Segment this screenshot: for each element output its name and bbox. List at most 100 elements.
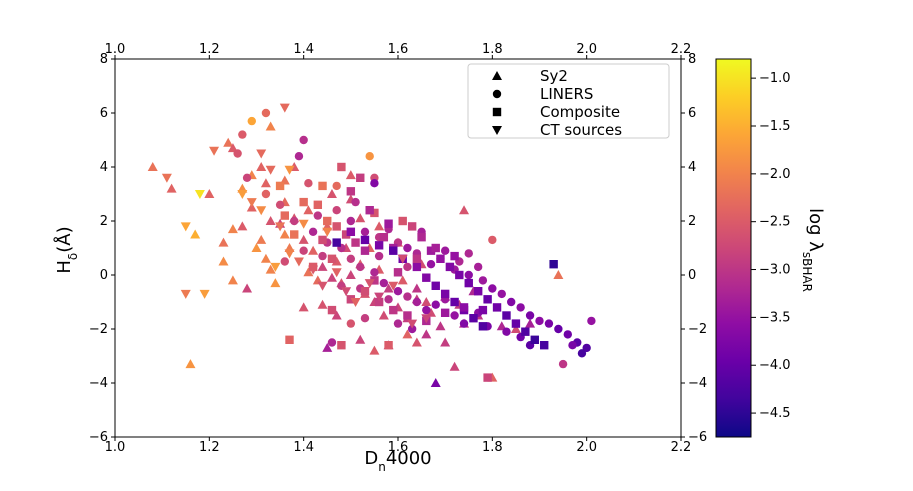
ct-sources-point [256, 149, 267, 159]
liners-point [280, 257, 289, 266]
liners-point [360, 227, 370, 236]
ct-sources-point [199, 289, 210, 299]
sy2-point [265, 216, 276, 225]
liners-point [535, 316, 544, 326]
liners-point [488, 235, 497, 245]
ct-sources-point [364, 279, 375, 289]
y-right-tick-label: 8 [688, 52, 696, 67]
liners-point [346, 254, 356, 263]
x-tick-label: 1.8 [482, 440, 503, 455]
legend-ct-sources-label: CT sources [540, 121, 622, 139]
sy2-point [279, 229, 290, 239]
x-tick-label: 1.4 [293, 440, 314, 455]
composite-point [365, 206, 374, 215]
sy2-point [256, 234, 267, 244]
colorbar-tick-label: −1.0 [759, 71, 791, 86]
sy2-point [355, 334, 366, 344]
liners-point [464, 249, 473, 258]
composite-point [275, 181, 285, 191]
liners-point [426, 260, 436, 269]
ct-sources-point [341, 287, 352, 297]
x-tick-label: 2.0 [576, 440, 597, 455]
sy2-point [265, 264, 276, 274]
sy2-point [374, 221, 385, 231]
liners-point [242, 173, 252, 182]
liners-point [313, 211, 323, 220]
liners-point [558, 359, 568, 369]
liners-point [412, 297, 422, 307]
composite-point [280, 211, 289, 220]
liners-point [478, 276, 488, 285]
liners-point [346, 216, 356, 226]
composite-point [374, 241, 384, 250]
composite-point [483, 295, 492, 304]
y-tick-label: −4 [89, 376, 108, 391]
sy2-point [303, 267, 314, 277]
sy2-point [190, 229, 201, 239]
sy2-point [397, 275, 408, 285]
composite-point [360, 287, 370, 296]
x-top-tick-label: 2.0 [576, 42, 597, 57]
sy2-point [251, 243, 262, 252]
liners-point [346, 319, 356, 328]
ct-sources-point [194, 190, 205, 199]
liners-point [247, 116, 256, 126]
liners-point [440, 246, 450, 255]
colorbar-label: log λsBHAR [800, 208, 826, 292]
ct-sources-point [322, 227, 333, 237]
liners-point [374, 251, 384, 261]
x-top-tick-label: 1.2 [199, 42, 220, 57]
composite-point [422, 273, 431, 282]
y-tick-label: −2 [89, 322, 108, 337]
liners-point [299, 135, 308, 145]
sy2-point [355, 213, 366, 223]
composite-point [379, 233, 389, 242]
composite-point [478, 305, 488, 315]
sy2-point [383, 283, 394, 293]
composite-point [389, 305, 398, 315]
sy2-point [435, 321, 446, 331]
sy2-point [242, 283, 253, 293]
composite-point [403, 311, 412, 320]
liners-point [299, 246, 308, 255]
sy2-point [322, 342, 333, 352]
composite-point [370, 276, 379, 285]
liners-point [563, 330, 572, 339]
sy2-point [317, 261, 328, 271]
liners-point [304, 179, 313, 188]
sy2-point [308, 245, 319, 255]
x-tick-label: 1.2 [199, 440, 220, 455]
ct-sources-point [256, 206, 267, 216]
composite-point [426, 246, 436, 255]
x-axis-label: Dn4000 [364, 448, 431, 474]
sy2-point [218, 237, 229, 247]
sy2-point [369, 345, 380, 355]
sy2-point [331, 310, 342, 320]
legend-ct-sources-marker-icon [492, 126, 502, 135]
composite-point [412, 254, 422, 263]
y-right-tick-label: −2 [688, 322, 707, 337]
sy2-point [525, 318, 536, 328]
liners-point [582, 343, 591, 353]
x-top-tick-label: 1.8 [482, 42, 503, 57]
y-right-tick-label: 6 [688, 106, 696, 121]
x-tick-label: 1.0 [105, 440, 126, 455]
sy2-point [378, 310, 389, 320]
composite-point [478, 322, 488, 331]
liners-point [464, 270, 473, 280]
legend-sy2-marker-icon [492, 71, 502, 80]
liners-point [587, 316, 596, 326]
liners-point [327, 338, 337, 347]
sy2-point [223, 137, 234, 147]
ct-sources-point [308, 265, 319, 275]
liners-point [261, 108, 271, 118]
sy2-point [270, 278, 281, 288]
composite-point [360, 235, 370, 245]
composite-point [440, 289, 450, 299]
sy2-point [237, 221, 248, 231]
liners-point [370, 179, 379, 188]
composite-point [290, 230, 299, 239]
sy2-point [256, 162, 267, 171]
